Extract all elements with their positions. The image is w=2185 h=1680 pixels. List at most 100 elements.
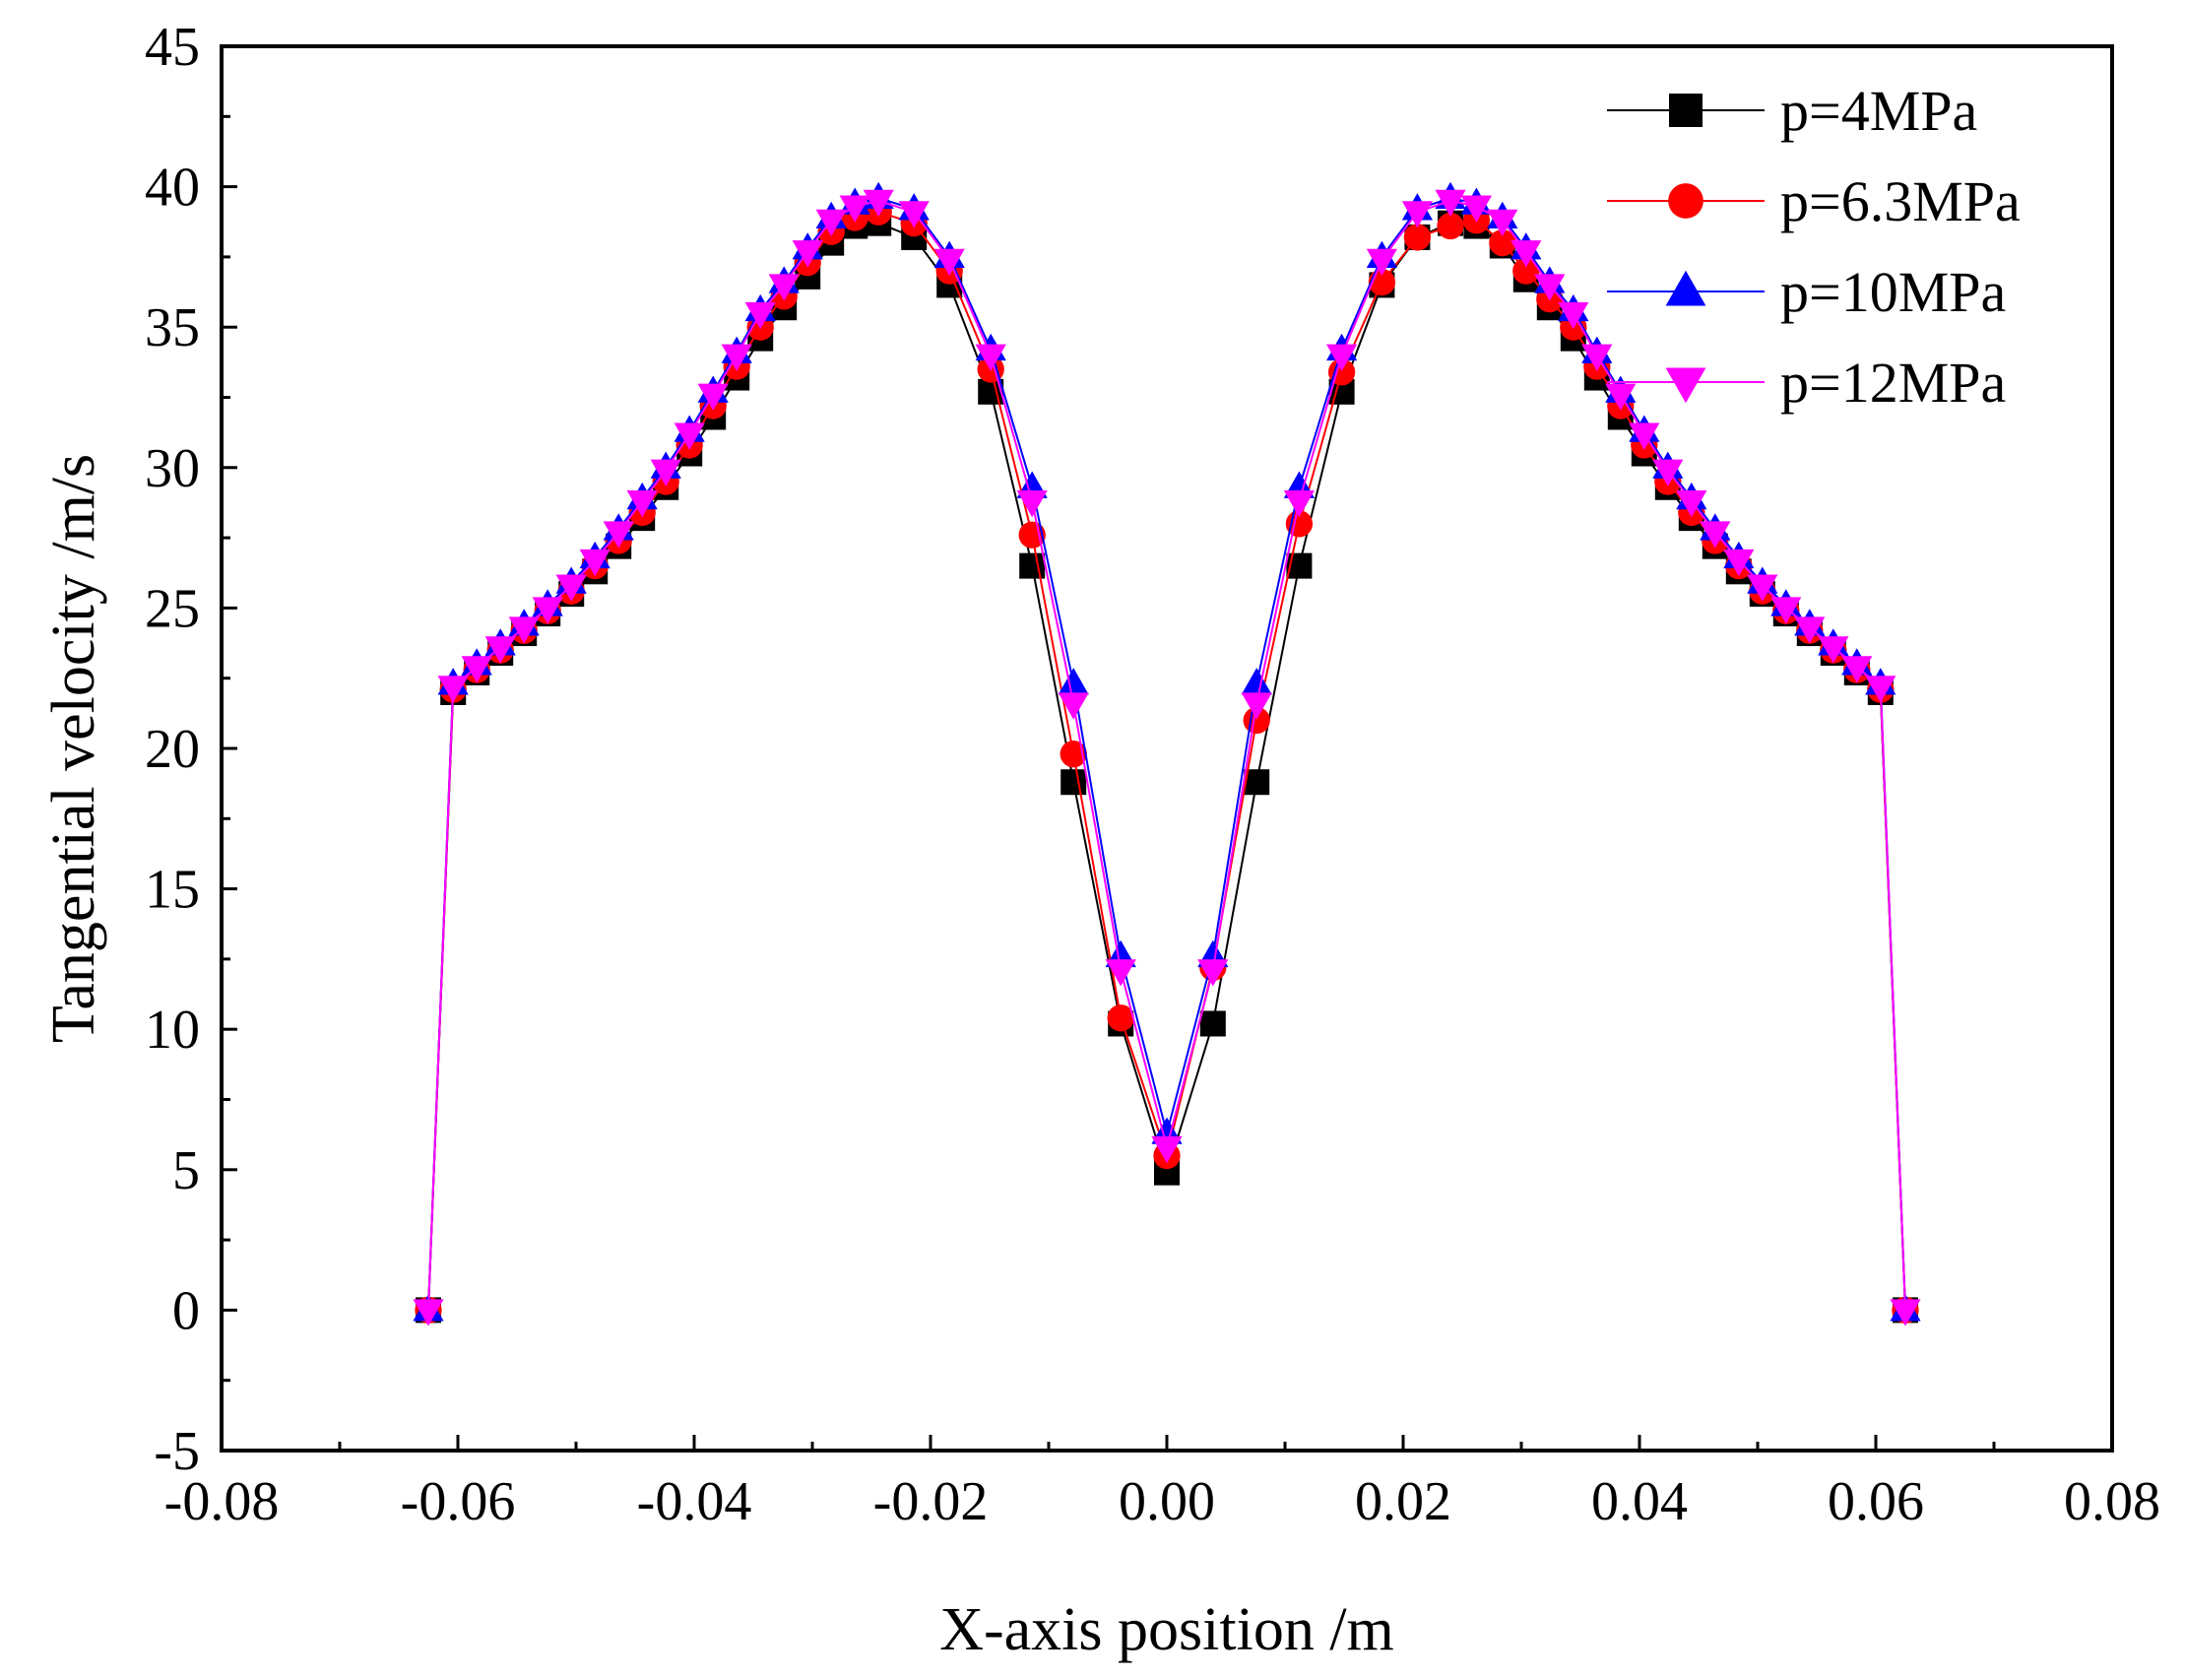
data-point-p-12mpa: [1058, 692, 1089, 720]
y-tick-label: 10: [145, 1000, 200, 1061]
legend-label-p-4mpa: p=4MPa: [1780, 79, 1977, 143]
y-tick-label: 0: [172, 1280, 200, 1341]
y-tick-label: 15: [145, 860, 200, 921]
legend-marker-p-10mpa: [1665, 270, 1706, 306]
data-point-p-6-3mpa: [1107, 1004, 1134, 1032]
data-point-p-12mpa: [508, 616, 540, 644]
data-point-p-6-3mpa: [1489, 228, 1516, 257]
legend-item-p-6-3mpa: p=6.3MPa: [1607, 169, 2021, 233]
x-tick-label: 0.06: [1828, 1471, 1924, 1532]
legend-item-p-10mpa: p=10MPa: [1607, 260, 2006, 324]
data-point-p-12mpa: [1794, 616, 1826, 644]
data-point-p-12mpa: [555, 574, 587, 602]
data-point-p-12mpa: [1890, 1299, 1921, 1326]
data-point-p-12mpa: [898, 201, 930, 228]
data-point-p-12mpa: [532, 597, 563, 624]
data-point-p-10mpa: [1058, 668, 1089, 695]
data-point-p-12mpa: [1197, 959, 1229, 987]
data-point-p-12mpa: [1241, 692, 1272, 720]
data-point-p-12mpa: [1652, 459, 1684, 486]
legend-marker-p-6-3mpa: [1668, 183, 1703, 219]
data-point-p-12mpa: [975, 344, 1006, 371]
legend-marker-p-12mpa: [1665, 367, 1706, 404]
data-point-p-12mpa: [437, 676, 469, 703]
y-tick-label: 40: [145, 158, 200, 219]
data-point-p-4mpa: [1019, 552, 1046, 579]
data-point-p-12mpa: [1558, 301, 1589, 330]
data-point-p-10mpa: [1241, 668, 1272, 695]
series-p-12mpa: [413, 189, 1921, 1326]
data-point-p-12mpa: [744, 301, 776, 330]
legend-label-p-6-3mpa: p=6.3MPa: [1780, 169, 2021, 233]
data-point-p-6-3mpa: [1437, 212, 1464, 240]
data-point-p-12mpa: [1723, 549, 1755, 577]
data-point-p-4mpa: [1199, 1010, 1226, 1037]
x-tick-label: -0.06: [401, 1471, 516, 1532]
data-point-p-12mpa: [1401, 201, 1433, 228]
data-point-p-12mpa: [1581, 344, 1613, 371]
data-point-p-12mpa: [815, 209, 847, 237]
data-point-p-12mpa: [1105, 959, 1136, 987]
data-point-p-12mpa: [792, 240, 823, 268]
axis-tick-labels: -0.08 -0.06 -0.04 -0.02 0.00 0.02 0.04 0.06 0.08…: [145, 17, 2160, 1532]
legend-item-p-12mpa: p=12MPa: [1607, 351, 2006, 415]
data-point-p-12mpa: [461, 656, 492, 683]
data-point-p-12mpa: [1487, 209, 1518, 237]
data-point-p-12mpa: [1151, 1135, 1183, 1164]
legend-item-p-4mpa: p=4MPa: [1607, 79, 1977, 143]
y-tick-label: 20: [145, 719, 200, 780]
data-point-p-12mpa: [863, 189, 894, 218]
data-point-p-12mpa: [1818, 636, 1849, 664]
data-point-p-12mpa: [1605, 383, 1637, 411]
data-point-p-6-3mpa: [1060, 741, 1087, 768]
data-point-p-12mpa: [1700, 521, 1731, 549]
x-tick-label: 0.08: [2064, 1471, 2160, 1532]
data-point-p-12mpa: [1747, 574, 1778, 602]
data-point-p-12mpa: [1435, 189, 1466, 218]
data-point-p-12mpa: [1283, 489, 1315, 518]
x-tick-label: 0.00: [1119, 1471, 1215, 1532]
data-point-p-12mpa: [1326, 344, 1358, 371]
data-point-p-12mpa: [1770, 597, 1802, 624]
y-tick-label: 30: [145, 438, 200, 499]
data-point-p-6-3mpa: [1512, 257, 1540, 285]
data-point-p-12mpa: [721, 344, 752, 371]
y-tick-label: 5: [172, 1140, 200, 1201]
legend-label-p-10mpa: p=10MPa: [1780, 260, 2006, 324]
x-axis-title: X-axis position /m: [939, 1596, 1394, 1663]
y-tick-label: -5: [154, 1421, 200, 1482]
data-point-p-4mpa: [1060, 769, 1087, 796]
data-point-p-12mpa: [579, 549, 611, 577]
y-axis-title: Tangential velocity /m/s: [40, 454, 107, 1043]
data-point-p-12mpa: [484, 636, 516, 664]
y-tick-label: 25: [145, 578, 200, 639]
legend-marker-p-4mpa: [1669, 94, 1703, 127]
data-point-p-12mpa: [1534, 274, 1566, 301]
data-point-p-12mpa: [1865, 676, 1896, 703]
x-tick-label: 0.04: [1591, 1471, 1688, 1532]
data-point-p-12mpa: [933, 248, 965, 277]
data-point-p-12mpa: [674, 422, 705, 450]
x-tick-label: -0.08: [164, 1471, 280, 1532]
y-tick-label: 45: [145, 17, 200, 78]
data-point-p-12mpa: [1676, 489, 1707, 518]
data-point-p-12mpa: [697, 383, 729, 411]
data-point-p-12mpa: [603, 521, 634, 549]
data-point-p-12mpa: [768, 274, 800, 301]
x-tick-label: -0.02: [873, 1471, 989, 1532]
data-point-p-12mpa: [1460, 195, 1492, 223]
y-tick-label: 35: [145, 297, 200, 358]
data-point-p-12mpa: [413, 1299, 444, 1326]
x-tick-label: 0.02: [1355, 1471, 1451, 1532]
data-point-p-12mpa: [626, 489, 658, 518]
data-point-p-6-3mpa: [1403, 224, 1432, 251]
data-point-p-12mpa: [1366, 248, 1397, 277]
data-point-p-12mpa: [839, 195, 870, 223]
data-point-p-12mpa: [1629, 422, 1660, 450]
x-tick-label: -0.04: [637, 1471, 752, 1532]
data-point-p-6-3mpa: [1018, 521, 1046, 549]
data-point-p-12mpa: [650, 459, 681, 486]
axis-ticks: [220, 44, 2114, 1453]
